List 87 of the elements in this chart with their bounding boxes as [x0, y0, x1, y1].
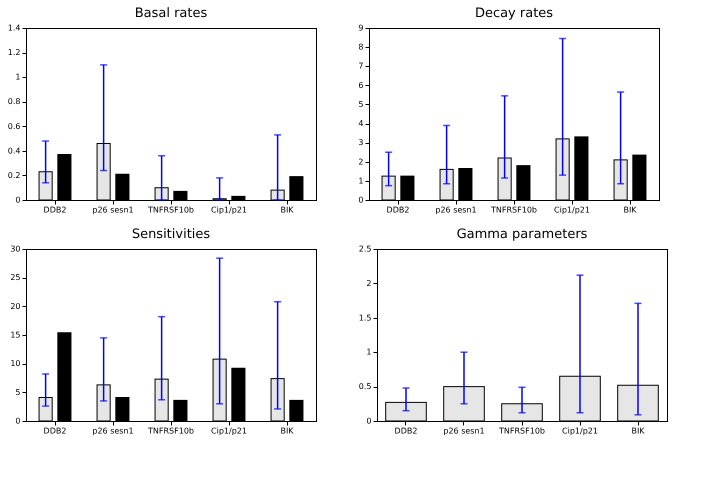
y-tick-label: 25: [10, 273, 20, 282]
y-tick-label: 5: [358, 100, 364, 109]
y-tick-label: 0: [15, 196, 20, 204]
y-tick-label: 1.2: [8, 48, 20, 58]
bar: [614, 159, 628, 200]
bar: [617, 384, 659, 422]
bar: [440, 168, 454, 200]
x-tick-label: BIK: [280, 426, 294, 436]
bar: [632, 154, 646, 200]
bar: [115, 174, 130, 200]
bar: [458, 168, 472, 200]
x-tick-label: DDB2: [44, 426, 66, 436]
chart-title: Decay rates: [474, 6, 554, 21]
y-tick-label: 0.5: [358, 382, 372, 392]
x-tick-label: Cip1/p21: [211, 426, 247, 436]
y-tick-label: 0.2: [8, 170, 20, 180]
bar: [38, 171, 53, 200]
x-tick-label: BIK: [623, 206, 638, 214]
bar: [231, 196, 246, 200]
bar: [57, 332, 72, 422]
x-tick-label: p26 sesn1: [435, 206, 477, 214]
bar: [173, 400, 188, 422]
bar: [173, 190, 188, 200]
y-tick-label: 2: [358, 157, 364, 166]
bar: [270, 378, 285, 422]
y-tick-label: 0.6: [8, 122, 20, 131]
bar: [57, 154, 72, 200]
bar: [400, 176, 414, 200]
x-tick-label: p26 sesn1: [443, 426, 485, 436]
y-tick-label: 5: [15, 388, 20, 397]
y-tick-label: 1: [15, 72, 20, 82]
y-tick-label: 2.5: [358, 244, 372, 254]
bar: [154, 378, 169, 422]
bar: [212, 358, 227, 422]
x-tick-label: TNFRSF10b: [147, 426, 194, 436]
x-tick-label: BIK: [631, 426, 646, 436]
chart-title: Basal rates: [134, 6, 208, 21]
y-tick-label: 4: [358, 119, 364, 128]
bar: [382, 176, 396, 200]
bar: [231, 368, 246, 422]
bar: [96, 142, 111, 200]
x-tick-label: DDB2: [394, 426, 418, 436]
x-tick-label: p26 sesn1: [92, 206, 134, 214]
y-tick-label: 1: [366, 348, 372, 357]
bar: [38, 396, 53, 422]
y-tick-label: 3: [358, 138, 364, 148]
bar: [556, 138, 570, 200]
y-tick-label: 15: [10, 330, 20, 340]
bar: [443, 386, 485, 422]
y-tick-label: 0: [358, 196, 364, 204]
y-tick-label: 2: [366, 278, 372, 288]
x-tick-label: DDB2: [386, 206, 410, 214]
y-tick-label: 0.8: [8, 97, 20, 106]
x-tick-label: p26 sesn1: [92, 426, 134, 436]
chart-title: Gamma parameters: [456, 227, 588, 242]
y-tick-label: 1.4: [8, 24, 20, 32]
bar: [501, 403, 543, 422]
x-tick-label: BIK: [280, 206, 294, 214]
y-tick-label: 30: [10, 244, 20, 254]
y-tick-label: 0: [15, 416, 20, 426]
bar: [559, 376, 601, 422]
chart-title: Sensitivities: [132, 227, 210, 242]
y-tick-label: 20: [10, 302, 20, 311]
bar: [289, 176, 304, 200]
bar: [115, 396, 130, 422]
bar: [498, 157, 512, 200]
bar: [96, 384, 111, 422]
x-tick-label: DDB2: [44, 206, 66, 214]
x-tick-label: TNFRSF10b: [147, 206, 194, 214]
y-tick-label: 0: [366, 416, 372, 426]
bar: [516, 165, 530, 200]
y-tick-label: 7: [358, 62, 364, 71]
y-tick-label: 6: [358, 80, 364, 90]
y-tick-label: 1.5: [358, 313, 372, 322]
x-tick-label: Cip1/p21: [562, 426, 598, 436]
y-tick-label: 9: [358, 24, 364, 32]
x-tick-label: TNFRSF10b: [490, 206, 537, 214]
y-tick-label: 10: [10, 359, 20, 368]
y-tick-label: 0.4: [8, 146, 20, 156]
x-tick-label: Cip1/p21: [211, 206, 247, 214]
bar: [289, 400, 304, 422]
x-tick-label: TNFRSF10b: [498, 426, 545, 436]
y-tick-label: 1: [358, 176, 364, 186]
y-tick-label: 8: [358, 42, 364, 52]
bar: [385, 402, 427, 422]
bar: [574, 136, 588, 200]
x-tick-label: Cip1/p21: [554, 206, 590, 214]
